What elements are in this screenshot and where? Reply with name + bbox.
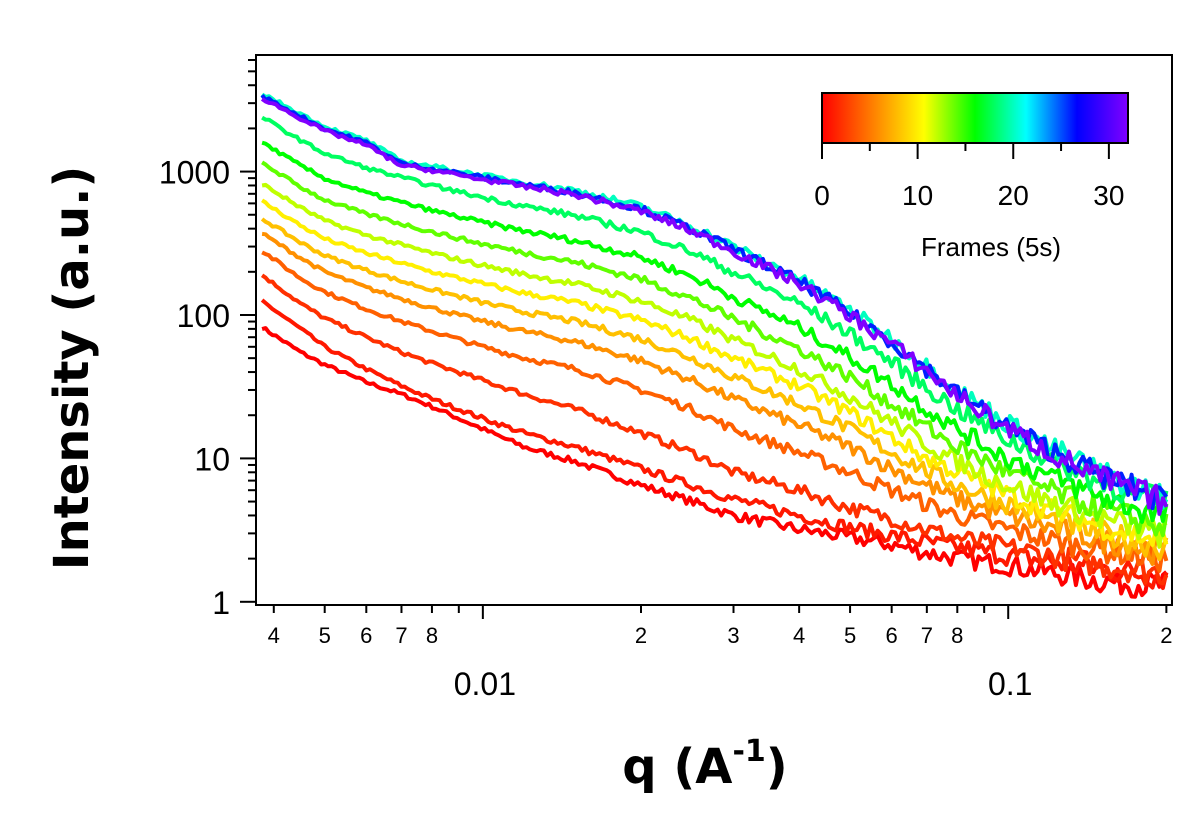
series-line-frame-4 — [261, 250, 1169, 573]
x-minor-tick-label: 4 — [268, 623, 280, 648]
colorbar-tick-label: 0 — [814, 180, 830, 211]
x-minor-tick-label: 2 — [635, 623, 647, 648]
x-minor-tick-label: 8 — [951, 623, 963, 648]
colorbar-tick-label: 20 — [998, 180, 1029, 211]
series-line-frame-8 — [260, 217, 1169, 562]
series-line-frame-32 — [260, 97, 1169, 516]
series-line-frame-16 — [261, 140, 1169, 524]
x-axis-title-close: ) — [766, 739, 788, 795]
x-minor-tick-label: 7 — [395, 623, 407, 648]
series-line-frame-12 — [261, 182, 1168, 549]
series-line-frame-2 — [260, 273, 1169, 586]
x-major-tick-label: 0.1 — [988, 666, 1032, 702]
colorbar-bar — [821, 92, 1129, 144]
colorbar-tick-label: 30 — [1093, 180, 1124, 211]
x-minor-tick-label: 5 — [319, 623, 331, 648]
y-tick-label: 1000 — [159, 155, 230, 191]
series-line-frame-18 — [261, 115, 1169, 511]
x-minor-tick-label: 5 — [844, 623, 856, 648]
x-axis-title-superscript: -1 — [732, 734, 765, 769]
series-line-frame-14 — [261, 160, 1169, 538]
x-axis-ticks: 4 5 6 7 8 2 3 4 5 6 7 8 20.01 0.1 — [268, 605, 1172, 702]
colorbar-title: Frames (5s) — [921, 232, 1061, 262]
series-line-frame-0 — [261, 326, 1168, 599]
y-axis-ticks: 1 10 100 1000 — [159, 58, 256, 621]
plot-frame — [255, 54, 1173, 606]
y-axis-title: Intensity (a.u.) — [44, 166, 100, 571]
y-tick-label: 10 — [194, 441, 230, 477]
x-axis-title: q (A-1) — [622, 734, 787, 795]
series-line-frame-10 — [261, 198, 1169, 547]
y-tick-label: 1 — [212, 585, 230, 621]
x-axis-title-main: q (A — [622, 739, 732, 795]
x-major-tick-label: 0.01 — [454, 666, 516, 702]
x-minor-tick-label: 6 — [360, 623, 372, 648]
x-minor-tick-label: 7 — [921, 623, 933, 648]
colorbar-tick-label: 10 — [902, 180, 933, 211]
y-tick-label: 100 — [177, 298, 230, 334]
series-line-frame-6 — [261, 231, 1169, 566]
x-minor-tick-label: 3 — [727, 623, 739, 648]
x-minor-tick-label: 8 — [426, 623, 438, 648]
series-layer — [260, 92, 1169, 599]
x-minor-tick-label: 4 — [793, 623, 805, 648]
x-minor-tick-label: 6 — [886, 623, 898, 648]
x-minor-tick-label: 2 — [1160, 623, 1172, 648]
colorbar-legend: 0 10 20 30 Frames (5s) — [814, 92, 1129, 262]
